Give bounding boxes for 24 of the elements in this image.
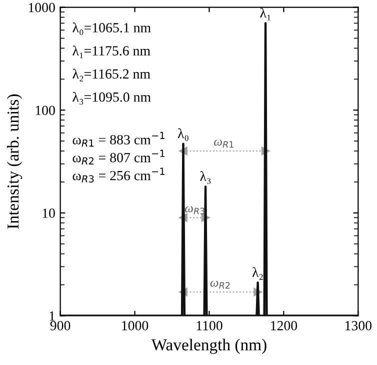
annotation: ω$_{R3}$ = 256 cm$^{−1}$ — [72, 168, 164, 183]
annotation: λ₀ — [178, 128, 188, 141]
x-axis-title: Wavelength (nm) — [151, 338, 266, 354]
y-tick-label: 10 — [42, 208, 55, 218]
y-axis-title: Intensity (arb. units) — [6, 94, 22, 229]
y-tick-label: 100 — [36, 106, 55, 116]
annotation: λ₃=1095.0 nm — [72, 92, 151, 105]
y-tick-label: 1000 — [28, 2, 55, 12]
x-tick-label: 1000 — [122, 320, 148, 330]
annotation: λ₁=1175.6 nm — [72, 46, 150, 58]
annotation: ω$_{R2}$ = 807 cm$^{−1}$ — [72, 150, 164, 164]
annotation: ω$_{R1}$ — [214, 140, 234, 148]
annotation: ω$_{R2}$ — [210, 280, 230, 289]
annotation: ω$_{R1}$ = 883 cm$^{−1}$ — [72, 132, 164, 147]
x-tick-label: 900 — [50, 320, 70, 330]
x-tick-label: 1200 — [271, 320, 298, 330]
annotation: λ₂ — [252, 267, 263, 280]
x-tick-label: 1100 — [196, 320, 222, 330]
annotation: λ₃ — [200, 171, 211, 184]
annotation: λ₁ — [260, 8, 270, 20]
annotation: λ₀=1065.1 nm — [72, 22, 151, 36]
annotation: λ₂=1165.2 nm — [72, 68, 150, 82]
y-tick-label: 1 — [50, 311, 55, 321]
x-tick-label: 1300 — [345, 320, 372, 330]
